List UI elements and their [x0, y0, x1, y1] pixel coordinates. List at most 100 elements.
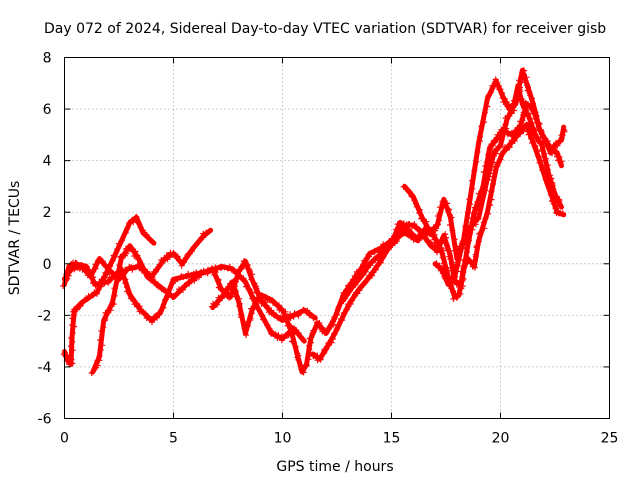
data-point-marker: [407, 229, 414, 236]
data-point-marker: [454, 259, 461, 266]
data-point-marker: [144, 273, 151, 280]
data-point-marker: [116, 262, 123, 269]
data-point-marker: [471, 167, 478, 174]
x-tick-label: 15: [383, 431, 401, 447]
axis-ticks: 0 5 10 15 20 25 -6 -4 -2 0 2 4 6 8: [38, 51, 619, 447]
data-point-marker: [463, 235, 470, 242]
data-point-marker: [517, 88, 524, 94]
data-point-marker: [101, 280, 108, 287]
data-point-marker: [493, 163, 500, 170]
data-point-marker: [98, 328, 105, 334]
data-point-marker: [68, 334, 75, 341]
data-point-marker: [84, 295, 91, 302]
data-point-marker: [536, 121, 543, 127]
data-point-marker: [129, 266, 136, 273]
data-point-marker: [443, 234, 449, 241]
data-point-marker: [258, 300, 265, 307]
data-point-marker: [481, 225, 488, 232]
data-point-marker: [489, 142, 496, 149]
data-point-marker: [195, 238, 202, 245]
data-point-marker: [411, 197, 418, 204]
data-point-marker: [118, 253, 125, 260]
data-point-marker: [531, 142, 538, 149]
data-point-marker: [447, 256, 454, 262]
data-point-marker: [489, 82, 496, 89]
data-point-marker: [212, 269, 219, 276]
data-point-marker: [102, 269, 109, 276]
data-point-marker: [249, 289, 255, 296]
data-point-marker: [471, 210, 477, 217]
data-point-marker: [143, 315, 150, 322]
data-point-marker: [556, 153, 563, 160]
data-point-marker: [105, 279, 112, 286]
data-point-marker: [490, 173, 497, 180]
series-line: [62, 214, 157, 367]
data-point-marker: [83, 268, 90, 275]
data-point-marker: [484, 103, 491, 110]
data-point-marker: [71, 266, 78, 273]
data-point-marker: [524, 128, 531, 135]
data-point-marker: [76, 265, 83, 272]
data-point-marker: [478, 123, 485, 130]
data-point-marker: [457, 290, 464, 297]
data-point-marker: [136, 221, 143, 228]
data-point-marker: [294, 311, 301, 318]
data-point-marker: [549, 150, 556, 157]
data-point-marker: [236, 295, 243, 302]
data-point-marker: [439, 198, 446, 205]
data-point-marker: [496, 144, 503, 151]
y-tick-label: -6: [38, 412, 52, 428]
data-point-marker: [451, 247, 458, 254]
data-point-marker: [469, 219, 476, 226]
data-point-marker: [244, 262, 251, 268]
data-point-marker: [210, 300, 217, 307]
data-point-marker: [310, 314, 317, 321]
data-point-marker: [480, 219, 487, 226]
data-point-marker: [189, 248, 195, 255]
data-point-marker: [78, 300, 85, 306]
data-point-marker: [109, 257, 116, 264]
data-point-marker: [445, 206, 452, 212]
data-point-marker: [173, 254, 180, 261]
data-point-marker: [217, 285, 224, 292]
data-point-marker: [134, 252, 141, 259]
data-point-marker: [185, 250, 192, 257]
data-point-marker: [96, 353, 103, 360]
data-point-marker: [221, 264, 228, 271]
data-point-marker: [441, 260, 447, 267]
data-point-marker: [448, 214, 455, 221]
data-point-marker: [527, 115, 534, 122]
data-point-marker: [248, 305, 255, 312]
data-point-marker: [460, 275, 467, 282]
data-point-marker: [551, 191, 558, 198]
data-point-marker: [272, 331, 279, 338]
data-point-marker: [447, 275, 454, 282]
data-point-marker: [266, 309, 272, 316]
data-point-marker: [162, 296, 168, 303]
data-point-marker: [282, 308, 289, 315]
data-point-marker: [471, 259, 478, 266]
data-point-marker: [523, 74, 530, 81]
data-point-marker: [234, 271, 241, 278]
data-point-marker: [302, 363, 309, 370]
data-point-marker: [371, 256, 378, 263]
data-point-marker: [466, 196, 473, 203]
data-point-marker: [548, 175, 555, 182]
data-point-marker: [85, 293, 92, 299]
data-point-marker: [451, 267, 458, 274]
data-point-marker: [158, 286, 165, 293]
y-axis-label: SDTVAR / TECUs: [7, 181, 23, 296]
data-point-marker: [162, 289, 169, 296]
data-point-marker: [284, 315, 291, 322]
data-point-marker: [485, 151, 492, 158]
data-point-marker: [248, 276, 255, 283]
data-point-marker: [475, 238, 482, 245]
data-point-marker: [232, 293, 239, 300]
data-point-marker: [226, 280, 233, 287]
data-point-marker: [416, 210, 423, 216]
data-point-marker: [519, 117, 526, 124]
data-point-marker: [526, 89, 533, 96]
data-point-marker: [535, 120, 542, 127]
data-point-marker: [241, 277, 247, 284]
